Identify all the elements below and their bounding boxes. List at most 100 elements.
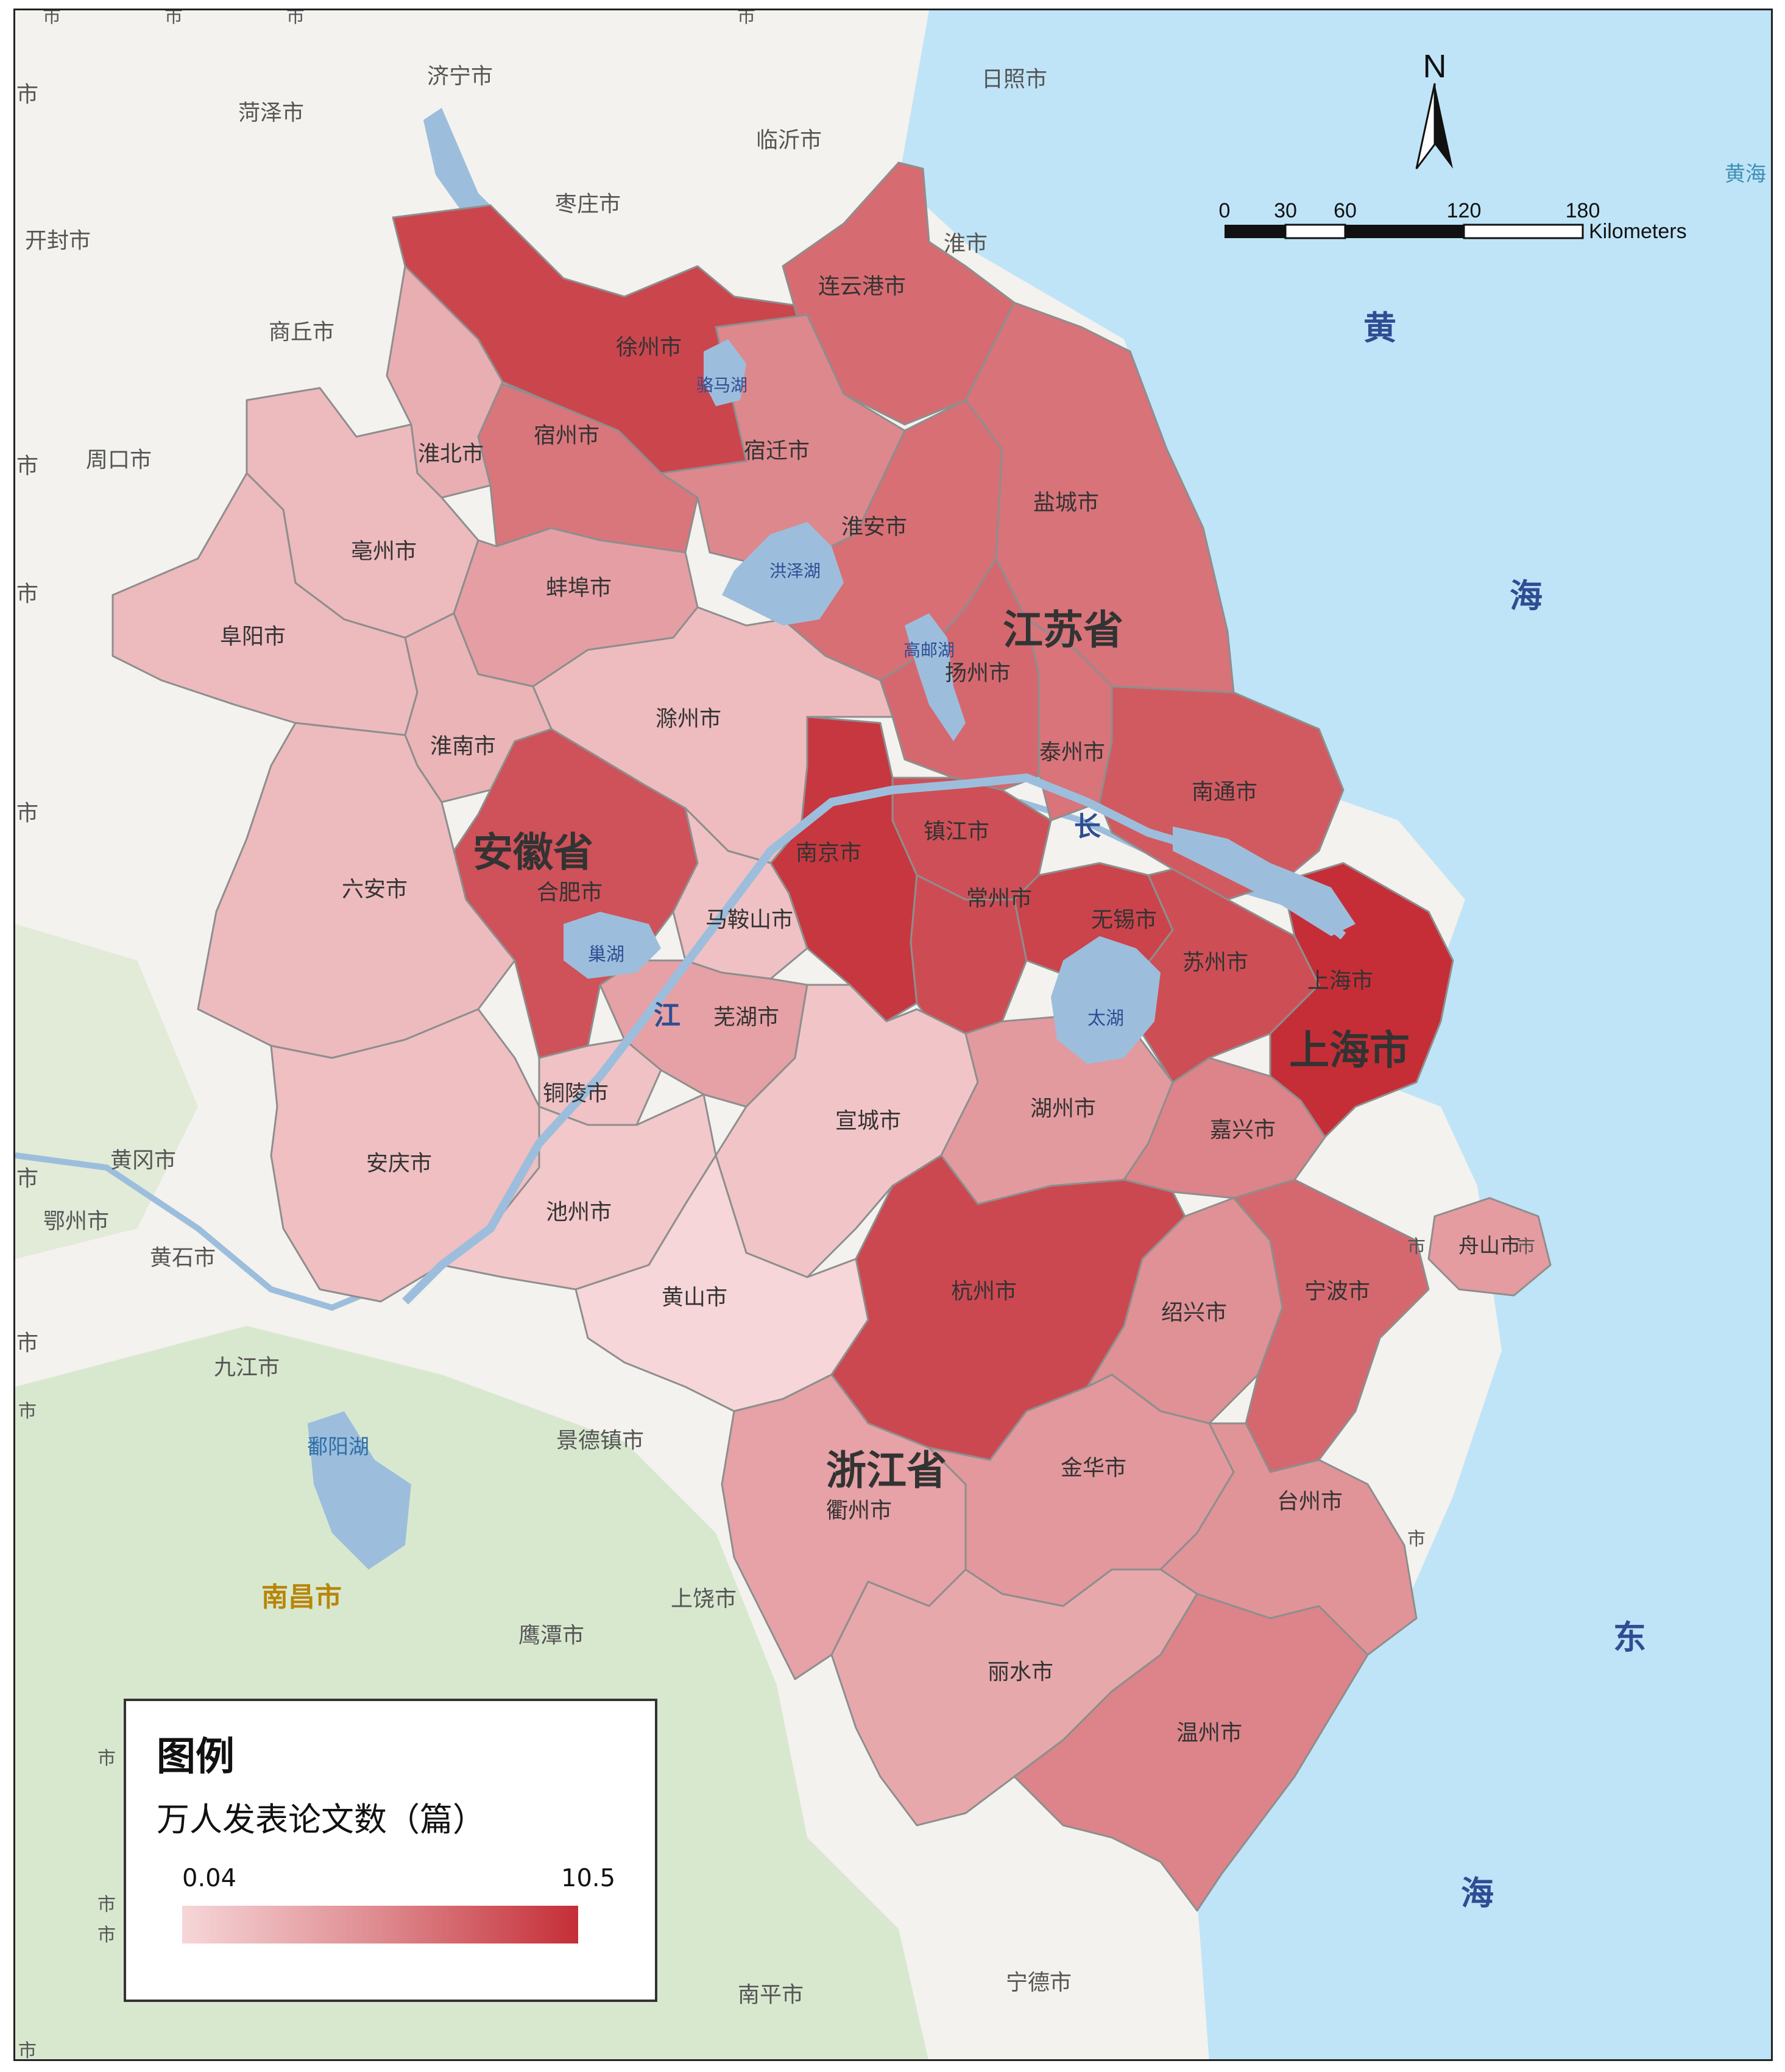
city-label: 宿迁市 [744,438,810,463]
city-label: 芜湖市 [713,1004,779,1029]
sea-label: 海 [1461,1875,1494,1912]
outside-city-label: 黄冈市 [110,1147,176,1172]
city-label: 阜阳市 [220,624,286,649]
city-label: 绍兴市 [1161,1300,1227,1325]
outside-city-label: 市 [18,1401,37,1422]
forest-area [15,924,198,1259]
north-arrow [1415,83,1453,169]
province-label: 安徽省 [473,830,593,875]
outside-city-label: 济宁市 [427,63,493,88]
lake-shape [308,1411,411,1570]
region-wenzhou[interactable] [1013,1593,1369,1912]
region-shanghai[interactable] [1269,862,1454,1138]
outside-city-label: 市 [97,1749,116,1769]
city-label: 亳州市 [351,538,417,563]
city-label: 铜陵市 [543,1080,609,1105]
scale-tick: 60 [1334,199,1357,222]
outside-city-label: 菏泽市 [238,100,304,125]
city-label: 连云港市 [818,273,906,298]
lake-label: 高邮湖 [903,641,955,660]
region-hefei[interactable] [453,728,699,1059]
outside-city-label: 市 [164,10,183,27]
outside-city-label: 九江市 [214,1355,280,1380]
city-label: 淮北市 [418,441,484,466]
lake-label: 骆马湖 [696,376,748,395]
river-label: 长 [1074,812,1101,842]
outside-city-label: 周口市 [86,447,152,472]
city-label: 台州市 [1277,1489,1343,1513]
outside-city-label: 枣庄市 [555,191,621,216]
city-label: 安庆市 [366,1151,432,1175]
province-label: 上海市 [1289,1027,1410,1073]
lake-label: 洪泽湖 [769,562,821,580]
lake-luoma [704,339,746,406]
sea-label: 黄海 [1725,163,1766,186]
city-label: 蚌埠市 [546,575,612,600]
city-label: 淮安市 [841,514,907,539]
outside-city-label: 市 [16,82,38,107]
outside-city-label: 市 [737,10,755,27]
outside-city-label: 南平市 [738,1982,804,2007]
outside-city-label: 宁德市 [1006,1970,1072,1995]
city-label: 六安市 [342,876,408,901]
map-frame: N 0 30 60 120 180 Kilometers 黄 海 东 海 黄海 … [13,9,1773,2061]
scale-unit: Kilometers [1589,220,1687,243]
scale-bar-segment [1284,224,1346,239]
region-shaoxing[interactable] [1086,1197,1284,1425]
scale-tick: 0 [1219,199,1231,222]
scale-bar [1225,224,1584,239]
river-label: 江 [654,1001,680,1031]
city-label: 池州市 [546,1199,612,1224]
city-label: 滁州市 [656,706,721,731]
outside-city-label: 鹰潭市 [518,1623,584,1647]
lake-tai [1051,936,1161,1064]
legend-color-ramp [182,1906,578,1943]
province-label: 浙江省 [826,1448,947,1493]
city-label: 金华市 [1061,1455,1126,1480]
region-huaibei[interactable] [386,265,504,499]
legend-box: 图例 万人发表论文数（篇） 0.04 10.5 [124,1699,657,2002]
city-label: 衢州市 [826,1498,892,1523]
city-label: 马鞍山市 [705,907,793,932]
legend-max-value: 10.5 [561,1864,616,1892]
lake-label: 太湖 [1087,1009,1124,1029]
outside-city-label: 上饶市 [671,1586,737,1611]
lake-gaoyou [905,613,966,741]
city-label: 南通市 [1192,779,1257,804]
region-ningbo[interactable] [1232,1179,1430,1473]
city-label: 镇江市 [924,819,989,844]
city-label: 湖州市 [1030,1096,1096,1121]
legend-title: 图例 [157,1735,235,1780]
city-label: 徐州市 [616,334,682,359]
city-label: 扬州市 [945,660,1011,685]
outside-city-label: 市 [1407,1237,1426,1257]
city-label: 南京市 [796,840,861,865]
outside-city-label: 淮市 [944,231,988,256]
outside-city-label: 市 [16,1330,38,1355]
map-canvas[interactable]: N 0 30 60 120 180 Kilometers 黄 海 东 海 黄海 … [15,10,1773,2061]
scale-bar-segment [1225,225,1285,238]
outside-city-label: 商丘市 [269,319,334,344]
sea-label: 东 [1613,1619,1646,1656]
city-label: 宣城市 [835,1108,901,1133]
city-label: 盐城市 [1033,490,1099,515]
region-zhoushan[interactable] [1427,1197,1552,1297]
city-label: 常州市 [966,886,1032,911]
city-label: 泰州市 [1039,739,1105,764]
city-label: 宿州市 [534,423,599,448]
river-estuary [1173,826,1356,936]
city-label: 杭州市 [951,1278,1017,1303]
city-label: 上海市 [1307,968,1373,993]
lake-chao [564,912,661,979]
outside-city-label: 市 [1517,1237,1535,1257]
outside-city-label: 临沂市 [756,127,822,152]
north-arrow-right [1435,83,1453,169]
outside-city-label: 市 [16,1166,38,1191]
scale-bar-segment [1345,225,1464,238]
outside-city-label: 开封市 [25,228,91,253]
outside-city-label: 市 [97,1925,116,1945]
outside-city-label: 市 [18,2041,37,2061]
outside-city-label: 日照市 [981,66,1047,91]
outside-city-label: 市 [1407,1529,1426,1549]
city-label: 温州市 [1176,1720,1242,1745]
